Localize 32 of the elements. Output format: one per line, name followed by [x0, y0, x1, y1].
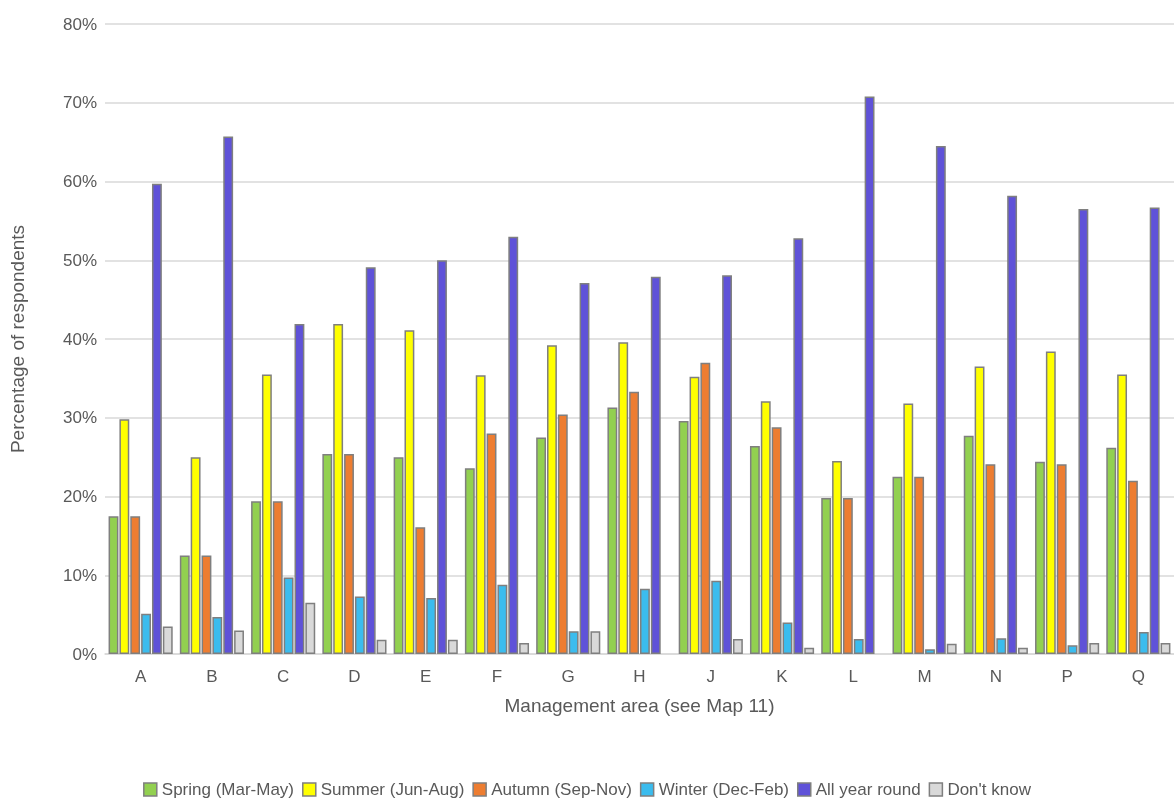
x-tick-label: K — [776, 667, 789, 686]
x-tick-label: J — [706, 667, 716, 686]
y-tick-label: 40% — [62, 329, 97, 349]
y-tick-label: 10% — [62, 565, 97, 585]
x-tick-label: F — [491, 667, 503, 686]
x-axis-title: Management area (see Map 11) — [504, 695, 775, 716]
y-tick-label: 0% — [72, 644, 97, 664]
x-tick-label: E — [420, 667, 432, 686]
legend-label: Winter (Dec-Feb) — [658, 780, 790, 799]
x-tick-label: N — [989, 667, 1002, 686]
legend-label: Summer (Jun-Aug) — [320, 780, 465, 799]
y-axis-title: Percentage of respondents — [7, 224, 28, 454]
y-tick-label: 50% — [62, 250, 97, 270]
x-tick-label: C — [277, 667, 290, 686]
x-tick-label: L — [848, 667, 859, 686]
y-tick-label: 60% — [62, 172, 97, 191]
legend-label: Spring (Mar-May) — [161, 780, 295, 799]
y-tick-label: 80% — [62, 14, 97, 34]
x-tick-label: G — [561, 667, 575, 686]
legend-label: Don't know — [947, 780, 1032, 799]
legend-label: All year round — [815, 780, 921, 799]
legend-label: Autumn (Sep-Nov) — [491, 780, 632, 799]
x-tick-label: Q — [1131, 667, 1145, 686]
y-tick-label: 30% — [62, 408, 97, 428]
y-tick-label: 20% — [62, 487, 97, 506]
x-tick-label: D — [348, 667, 361, 686]
x-tick-label: B — [206, 667, 218, 686]
x-tick-label: P — [1061, 667, 1073, 686]
x-tick-label: A — [134, 667, 147, 686]
x-tick-label: H — [633, 667, 646, 686]
x-tick-label: M — [917, 667, 932, 686]
y-tick-label: 70% — [62, 93, 97, 113]
